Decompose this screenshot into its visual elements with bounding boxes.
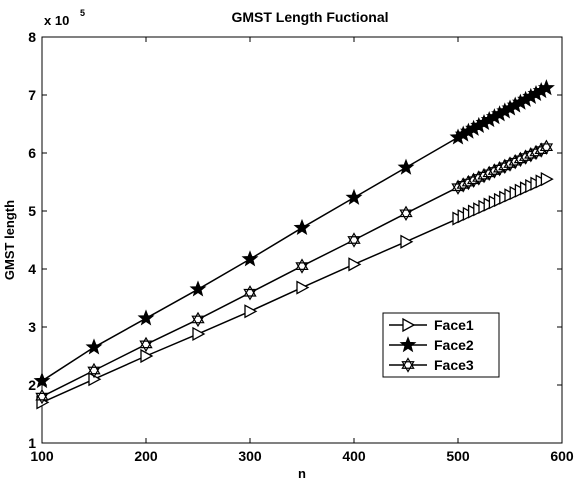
- x-tick-label: 200: [134, 448, 158, 464]
- data-point-face3: [87, 362, 101, 379]
- plot-area-frame: [41, 36, 563, 444]
- legend-item-face2: Face2: [389, 336, 474, 353]
- data-point-face1: [140, 348, 154, 364]
- series-face2: [33, 79, 555, 389]
- y-tick-label: 3: [28, 319, 36, 335]
- legend-item-face3: Face3: [389, 357, 474, 373]
- y-multiplier-base: x 10: [44, 13, 69, 28]
- series-face1: [36, 172, 554, 410]
- data-point-face2: [189, 280, 207, 297]
- data-point-face1: [400, 234, 414, 249]
- data-point-face3: [191, 311, 205, 328]
- y-tick-label: 4: [28, 261, 36, 277]
- legend-label: Face1: [434, 317, 474, 333]
- data-point-face3: [295, 258, 309, 274]
- y-tick-label: 8: [28, 29, 36, 45]
- x-axis-title: n: [298, 466, 306, 480]
- x-tick-label: 300: [238, 448, 262, 464]
- data-point-face1: [192, 326, 206, 342]
- y-tick-label: 5: [28, 203, 36, 219]
- y-tick-label: 1: [28, 435, 36, 451]
- data-point-face2: [397, 158, 415, 175]
- data-point-face2: [345, 188, 363, 205]
- y-axis-multiplier: x 10 5: [44, 8, 85, 28]
- x-tick-label: 600: [550, 448, 574, 464]
- data-series: [33, 79, 555, 410]
- data-point-face2: [137, 309, 155, 326]
- series-face3: [35, 139, 554, 405]
- data-point-face3: [347, 232, 361, 248]
- data-point-face2: [293, 218, 311, 236]
- y-axis-title: GMST length: [2, 200, 17, 280]
- legend-marker-face2: [399, 336, 417, 353]
- y-tick-label: 2: [28, 377, 36, 393]
- data-point-face1: [540, 172, 554, 187]
- data-point-face2: [241, 250, 259, 267]
- data-point-face3: [399, 205, 413, 222]
- data-point-face2: [33, 372, 51, 389]
- y-tick-label: 6: [28, 145, 36, 161]
- legend-label: Face3: [434, 357, 474, 373]
- data-point-face3: [243, 285, 257, 301]
- chart-title: GMST Length Fuctional: [231, 9, 388, 25]
- legend-label: Face2: [434, 337, 474, 353]
- data-point-face3: [539, 139, 554, 155]
- legend-marker-face1: [402, 317, 416, 333]
- axis-ticks: 100 200 300 400 500 600 1 2 3 4 5 6 7 8: [28, 29, 574, 464]
- data-point-face1: [244, 304, 258, 319]
- x-tick-label: 100: [30, 448, 54, 464]
- data-point-face3: [35, 388, 49, 405]
- legend: Face1 Face2 Face3: [382, 312, 500, 378]
- data-point-face1: [348, 257, 362, 272]
- legend-marker-face3: [401, 357, 415, 373]
- data-point-face3: [139, 336, 153, 353]
- x-tick-label: 500: [446, 448, 470, 464]
- y-multiplier-exponent: 5: [80, 8, 85, 18]
- data-point-face2: [85, 338, 103, 355]
- legend-item-face1: Face1: [389, 317, 474, 333]
- data-point-face1: [296, 280, 310, 295]
- x-tick-label: 400: [342, 448, 366, 464]
- y-tick-label: 7: [28, 87, 36, 103]
- data-point-face2: [537, 79, 555, 96]
